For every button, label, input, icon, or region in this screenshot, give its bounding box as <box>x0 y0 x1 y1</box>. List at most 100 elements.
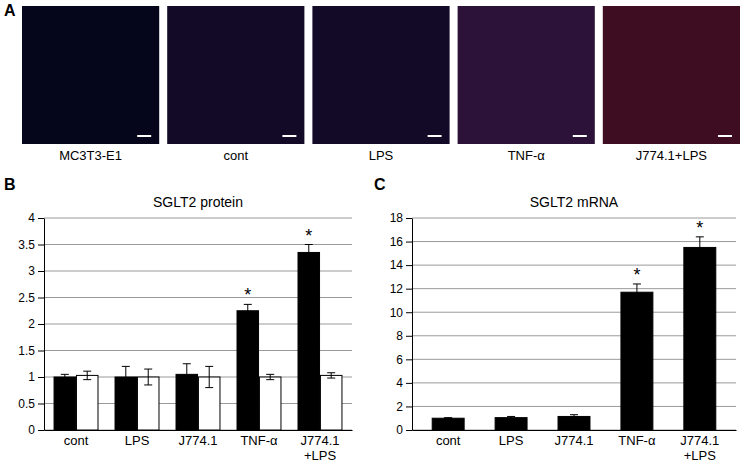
error-bar-stem <box>699 237 700 258</box>
scale-bar <box>573 135 587 137</box>
error-bar-cap <box>633 300 641 301</box>
y-tick-label: 6 <box>396 353 403 367</box>
grid-line <box>44 218 352 219</box>
error-bar <box>144 369 152 385</box>
error-bar <box>83 371 91 379</box>
chart-title: SGLT2 protein <box>153 194 243 210</box>
y-tick: 14 <box>390 258 412 272</box>
error-bar-cap <box>144 369 152 370</box>
error-bar-cap <box>507 418 515 419</box>
x-tick-label: J774.1+LPS <box>680 433 719 462</box>
y-axis-line <box>44 219 45 431</box>
error-bar-stem <box>148 369 149 385</box>
error-bar <box>244 304 252 317</box>
x-tick-label: J774.1+LPS <box>300 433 339 462</box>
error-bar <box>61 374 69 379</box>
y-axis: 00.511.522.533.54 <box>18 211 44 437</box>
y-tick: 12 <box>390 282 412 296</box>
error-bar-stem <box>87 371 88 379</box>
error-bar-cap <box>266 379 274 380</box>
x-tick: LPS <box>499 430 524 448</box>
error-bar-stem <box>186 364 187 385</box>
error-bar-cap <box>507 416 515 417</box>
micrograph-caption: MC3T3-E1 <box>59 148 122 163</box>
x-tick: J774.1 <box>554 430 593 448</box>
x-tick-label: LPS <box>125 433 150 448</box>
micrograph <box>167 6 304 144</box>
error-bar-cap <box>444 417 452 418</box>
error-bar <box>183 364 191 385</box>
bar <box>259 377 281 430</box>
error-bar-cap <box>444 418 452 419</box>
error-bar-cap <box>327 372 335 373</box>
y-tick-mark <box>38 298 44 299</box>
grid <box>412 218 736 430</box>
y-tick-mark <box>406 265 412 266</box>
y-tick-mark <box>406 359 412 360</box>
significance-mark: * <box>244 285 251 305</box>
y-tick-label: 8 <box>396 329 403 343</box>
error-bar <box>327 373 335 378</box>
chart-title: SGLT2 mRNA <box>530 194 619 210</box>
error-bar-stem <box>308 245 309 261</box>
y-tick-mark <box>406 430 412 431</box>
bar <box>298 252 320 430</box>
y-tick-mark <box>38 245 44 246</box>
panel-letter: B <box>4 176 16 193</box>
x-tick-label: cont <box>64 433 89 448</box>
y-tick: 8 <box>396 329 412 343</box>
y-tick: 16 <box>390 235 412 249</box>
micrograph <box>603 6 740 144</box>
y-tick-label: 1 <box>28 370 35 384</box>
error-bar-stem <box>574 415 575 419</box>
bar <box>320 375 342 430</box>
y-tick-label: 3 <box>28 264 35 278</box>
y-tick: 10 <box>390 306 412 320</box>
y-tick-mark <box>406 289 412 290</box>
y-tick: 0 <box>396 423 412 437</box>
y-tick-label: 1.5 <box>18 344 35 358</box>
micrograph <box>458 6 595 144</box>
error-bar-stem <box>270 374 271 379</box>
error-bar-stem <box>636 284 637 300</box>
bar <box>495 418 527 430</box>
y-tick: 4 <box>28 211 44 225</box>
error-bar <box>570 415 578 419</box>
bar-chart: BSGLT2 protein00.511.522.533.54contLPSJ7… <box>4 176 353 463</box>
y-tick-label: 4 <box>396 376 403 390</box>
error-bar-cap <box>305 260 313 261</box>
micrograph <box>22 6 159 144</box>
y-tick-mark <box>406 242 412 243</box>
error-bar-cap <box>244 317 252 318</box>
error-bar-cap <box>570 418 578 419</box>
bar-chart: CSGLT2 mRNA024681012141618contLPSJ774.1T… <box>374 176 737 463</box>
micrograph-caption: LPS <box>369 148 394 163</box>
error-bar-stem <box>247 304 248 317</box>
y-tick-mark <box>38 430 44 431</box>
y-tick: 3 <box>28 264 44 278</box>
error-bar <box>266 374 274 379</box>
x-tick-label: LPS <box>499 433 524 448</box>
micrograph-caption: TNF-α <box>508 148 546 163</box>
x-axis: contLPSJ774.1TNF-αJ774.1+LPS <box>413 430 737 463</box>
y-tick-mark <box>38 351 44 352</box>
error-bar-cap <box>122 387 130 388</box>
x-tick-label: TNF-α <box>240 433 278 448</box>
bar <box>76 375 98 430</box>
micrograph-panel: LPS <box>312 6 449 163</box>
error-bar-cap <box>570 414 578 415</box>
error-bar <box>305 245 313 261</box>
error-bar-cap <box>327 378 335 379</box>
y-tick-mark <box>38 271 44 272</box>
error-bar-stem <box>331 373 332 378</box>
y-tick-label: 3.5 <box>18 238 35 252</box>
error-bar <box>205 366 213 387</box>
y-tick: 2 <box>396 400 412 414</box>
x-axis-line <box>45 430 353 431</box>
grid-line <box>412 218 736 219</box>
y-tick: 6 <box>396 353 412 367</box>
y-tick-label: 2 <box>28 317 35 331</box>
grid <box>44 218 352 430</box>
y-tick-mark <box>406 383 412 384</box>
y-tick-label: 0 <box>396 423 403 437</box>
